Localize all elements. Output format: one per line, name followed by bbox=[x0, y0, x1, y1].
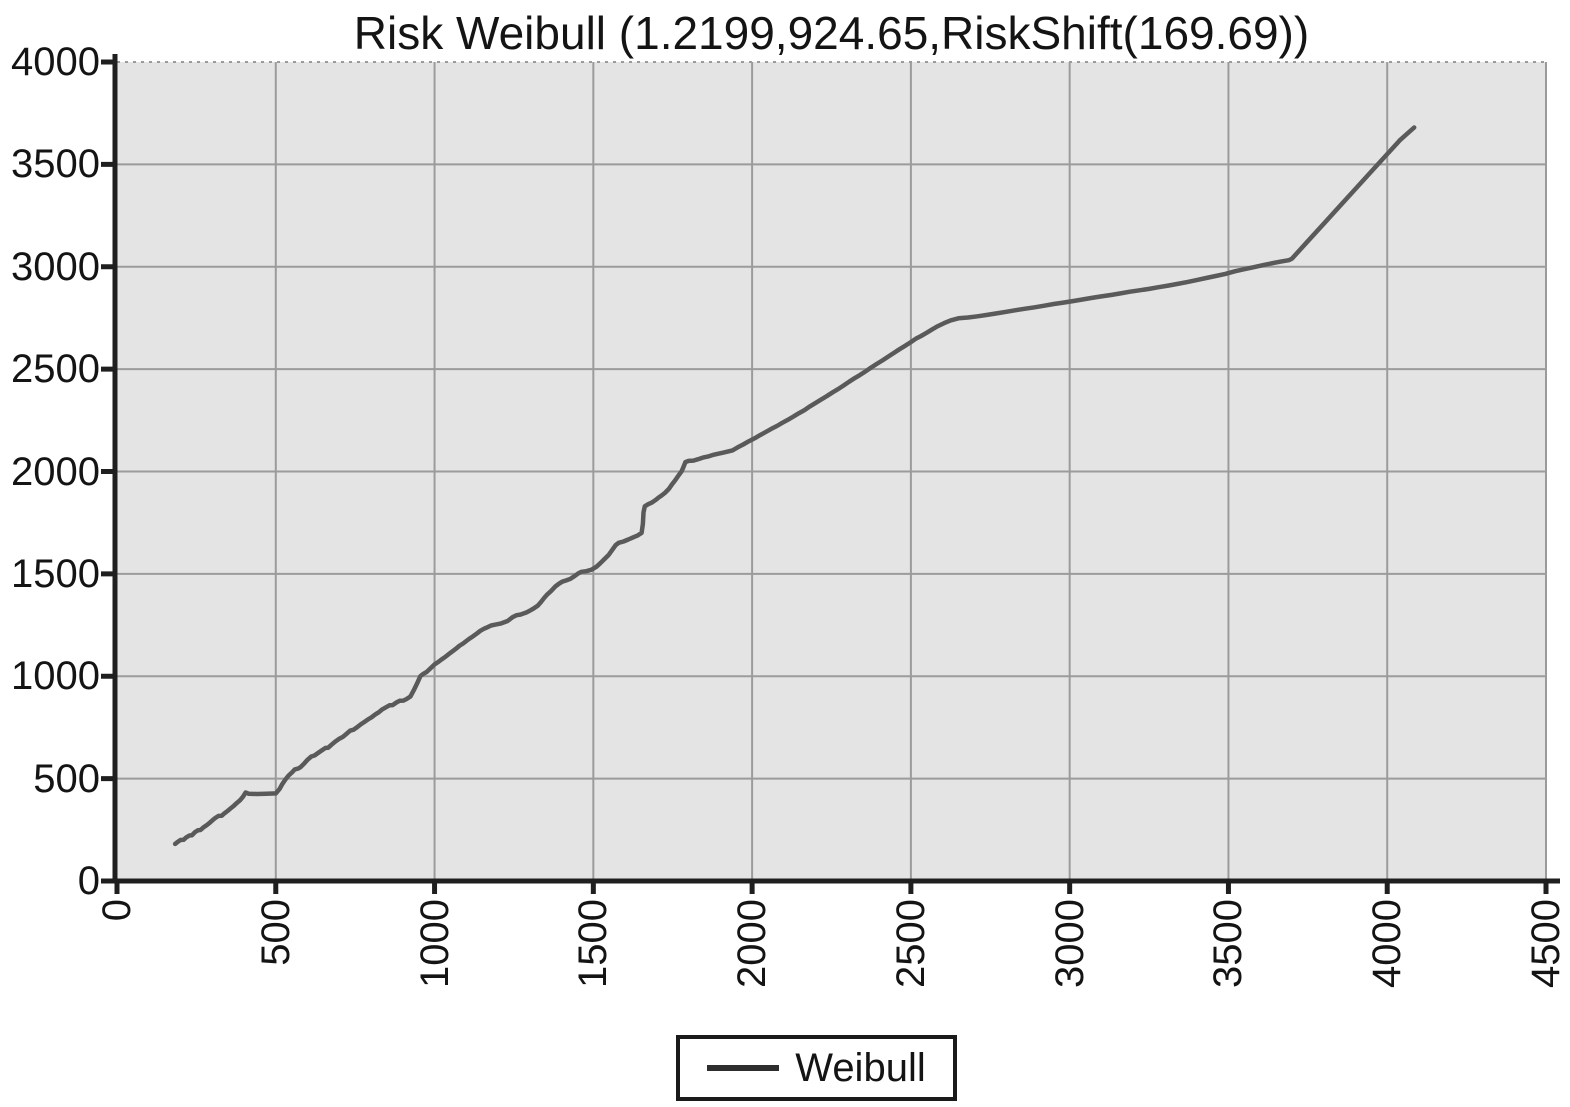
y-tick-label: 4000 bbox=[11, 40, 100, 84]
series-line-weibull bbox=[172, 125, 1417, 847]
chart-title: Risk Weibull (1.2199,924.65,RiskShift(16… bbox=[353, 7, 1310, 59]
legend-line-swatch bbox=[707, 1065, 780, 1071]
chart-canvas bbox=[101, 54, 1560, 894]
legend-label: Weibull bbox=[795, 1045, 926, 1090]
x-tick-label: 4500 bbox=[1524, 899, 1568, 988]
x-tick-label: 1000 bbox=[412, 899, 457, 988]
x-tick-label: 0 bbox=[95, 899, 139, 922]
y-tick-label: 3000 bbox=[11, 244, 100, 289]
x-tick-label: 2000 bbox=[730, 899, 775, 988]
y-tick-label: 2000 bbox=[11, 449, 100, 494]
y-tick-label: 1500 bbox=[11, 551, 100, 596]
x-tick-label: 3500 bbox=[1206, 899, 1251, 988]
x-tick-label: 2500 bbox=[888, 899, 933, 988]
y-tick-label: 0 bbox=[77, 859, 100, 903]
y-tick-label: 3500 bbox=[11, 142, 100, 187]
y-tick-label: 500 bbox=[33, 756, 100, 801]
y-tick-label: 1000 bbox=[11, 654, 100, 699]
x-tick-label: 1500 bbox=[571, 899, 616, 988]
x-tick-label: 500 bbox=[253, 899, 298, 966]
legend: Weibull bbox=[676, 1035, 957, 1101]
x-tick-label: 3000 bbox=[1047, 899, 1092, 988]
y-tick-label: 2500 bbox=[11, 347, 100, 392]
x-tick-label: 4000 bbox=[1365, 899, 1410, 988]
